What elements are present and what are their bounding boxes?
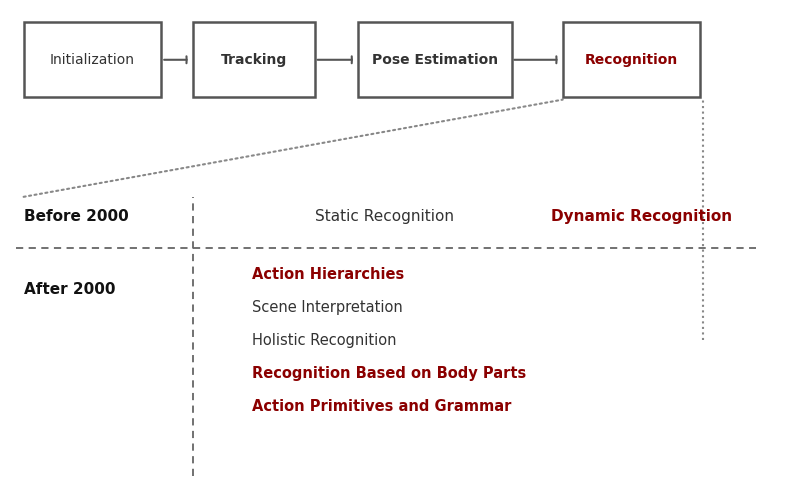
Text: Action Primitives and Grammar: Action Primitives and Grammar xyxy=(252,399,512,414)
Text: Tracking: Tracking xyxy=(220,52,287,67)
Text: Pose Estimation: Pose Estimation xyxy=(371,52,498,67)
Text: After 2000: After 2000 xyxy=(24,282,115,296)
Text: Holistic Recognition: Holistic Recognition xyxy=(252,333,397,347)
FancyBboxPatch shape xyxy=(358,22,512,97)
Text: Scene Interpretation: Scene Interpretation xyxy=(252,300,403,314)
Text: Recognition Based on Body Parts: Recognition Based on Body Parts xyxy=(252,366,526,381)
FancyBboxPatch shape xyxy=(563,22,700,97)
FancyBboxPatch shape xyxy=(193,22,315,97)
Text: Dynamic Recognition: Dynamic Recognition xyxy=(551,209,732,224)
FancyBboxPatch shape xyxy=(24,22,161,97)
Text: Static Recognition: Static Recognition xyxy=(315,209,454,224)
Text: Action Hierarchies: Action Hierarchies xyxy=(252,267,404,282)
Text: Before 2000: Before 2000 xyxy=(24,209,128,224)
Text: Initialization: Initialization xyxy=(50,52,135,67)
Text: Recognition: Recognition xyxy=(585,52,678,67)
